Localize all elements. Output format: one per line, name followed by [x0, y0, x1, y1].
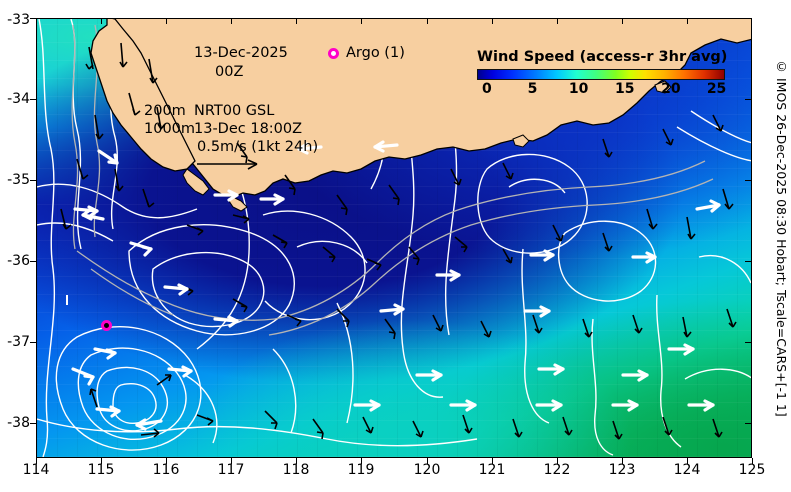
x-tick-label-117: 117: [217, 462, 245, 478]
colorbar: Wind Speed (access-r 3hr avg) 0 5 10 15 …: [477, 49, 728, 99]
annotation-time: 00Z: [215, 64, 244, 80]
annotation-scale-arrow-label: 0.5m/s (1kt 24h): [197, 139, 319, 155]
annotation-depth-shallow: 200m: [144, 103, 186, 119]
colorbar-tick-5: 5: [527, 81, 538, 97]
y-tick-label-36: -36: [7, 253, 30, 269]
x-tick-label-118: 118: [282, 462, 310, 478]
wind-vector-group: [71, 140, 721, 431]
bathymetry-contour-group: [71, 24, 714, 336]
colorbar-tick-10: 10: [568, 81, 589, 97]
copyright-notice: © IMOS 26-Dec-2025 08:30 Hobart; Tscale=…: [774, 18, 789, 458]
argo-legend: Argo (1): [328, 45, 405, 61]
x-tick-label-115: 115: [87, 462, 115, 478]
colorbar-tick-0: 0: [482, 81, 492, 97]
colorbar-tick-15: 15: [615, 81, 635, 97]
colorbar-title: Wind Speed (access-r 3hr avg): [477, 49, 728, 65]
y-tick-label-33: -33: [7, 12, 30, 28]
colorbar-tick-20: 20: [661, 81, 681, 97]
y-tick-label-38: -38: [7, 415, 30, 431]
annotation-date: 13-Dec-2025: [194, 45, 288, 61]
annotation-depth-deep: 1000m: [144, 121, 196, 137]
copyright-text: © IMOS 26-Dec-2025 08:30 Hobart; Tscale=…: [774, 59, 789, 417]
x-tick-label-120: 120: [413, 462, 441, 478]
argo-marker-icon: [328, 47, 339, 59]
map-overlays: [37, 19, 751, 457]
map-plot-area[interactable]: 13-Dec-2025 00Z 200m 1000m NRT00 GSL 13-…: [36, 18, 752, 458]
x-tick-label-123: 123: [608, 462, 636, 478]
x-tick-label-125: 125: [738, 462, 766, 478]
colorbar-ticks: 0 5 10 15 20 25: [477, 81, 727, 99]
annotation-valid-time: 13-Dec 18:00Z: [194, 121, 303, 137]
scale-reference-arrow: [197, 159, 258, 170]
y-tick-label-34: -34: [7, 91, 30, 107]
colorbar-gradient: [477, 69, 725, 80]
x-tick-label-124: 124: [673, 462, 701, 478]
y-tick-label-35: -35: [7, 172, 30, 188]
x-tick-label-122: 122: [543, 462, 571, 478]
x-tick-label-121: 121: [478, 462, 506, 478]
x-tick-label-119: 119: [347, 462, 375, 478]
colorbar-tick-25: 25: [706, 81, 727, 97]
argo-legend-label: Argo (1): [346, 45, 405, 61]
y-tick-label-37: -37: [7, 334, 30, 350]
argo-float-marker[interactable]: [101, 320, 112, 331]
x-tick-label-114: 114: [22, 462, 50, 478]
x-tick-label-116: 116: [152, 462, 180, 478]
annotation-product: NRT00 GSL: [194, 103, 275, 119]
land-mass-australia: [90, 19, 751, 212]
